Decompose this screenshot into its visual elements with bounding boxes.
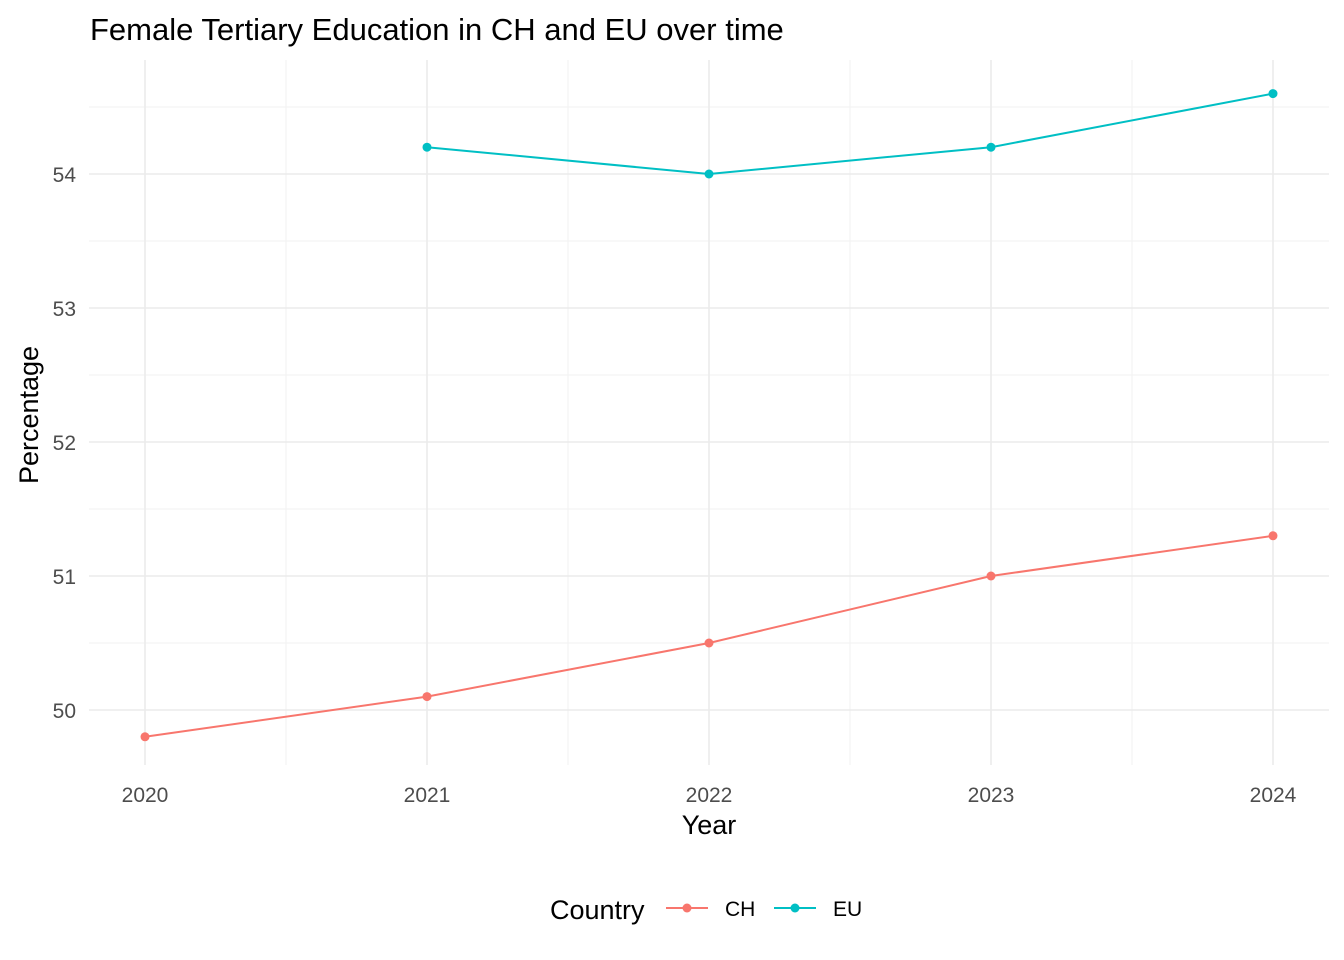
data-point-eu — [986, 142, 996, 152]
legend-label: EU — [833, 898, 862, 921]
series-eu — [422, 89, 1278, 179]
legend-key-point — [682, 903, 692, 913]
chart-title: Female Tertiary Education in CH and EU o… — [90, 12, 784, 47]
y-tick-label: 51 — [53, 566, 76, 589]
data-point-eu — [422, 142, 432, 152]
x-axis-tick-labels: 2020 2021 2022 2023 2024 — [122, 784, 1297, 807]
data-point-ch — [422, 692, 432, 702]
y-axis-tick-labels: 50 51 52 53 54 — [53, 164, 77, 723]
legend: Country CH EU — [550, 895, 862, 925]
legend-label: CH — [725, 898, 755, 921]
data-point-ch — [986, 571, 996, 581]
y-tick-label: 52 — [53, 432, 76, 455]
legend-item-ch: CH — [666, 898, 755, 921]
series-layer — [140, 89, 1278, 742]
series-line-eu — [426, 92, 1274, 176]
x-axis-label: Year — [682, 810, 737, 840]
legend-item-eu: EU — [774, 898, 862, 921]
x-tick-label: 2023 — [968, 784, 1015, 807]
x-tick-label: 2024 — [1250, 784, 1297, 807]
x-tick-label: 2022 — [686, 784, 733, 807]
x-tick-label: 2020 — [122, 784, 169, 807]
data-point-ch — [704, 638, 714, 648]
legend-key-point — [790, 903, 800, 913]
y-tick-label: 53 — [53, 298, 76, 321]
y-tick-label: 50 — [53, 700, 76, 723]
series-ch — [140, 531, 1278, 742]
major-gridlines — [89, 60, 1329, 765]
data-point-eu — [704, 169, 714, 179]
y-axis-label: Percentage — [14, 346, 44, 484]
x-tick-label: 2021 — [404, 784, 451, 807]
data-point-ch — [140, 732, 150, 742]
y-tick-label: 54 — [53, 164, 77, 187]
data-point-ch — [1268, 531, 1278, 541]
data-point-eu — [1268, 89, 1278, 99]
legend-title: Country — [550, 895, 645, 925]
